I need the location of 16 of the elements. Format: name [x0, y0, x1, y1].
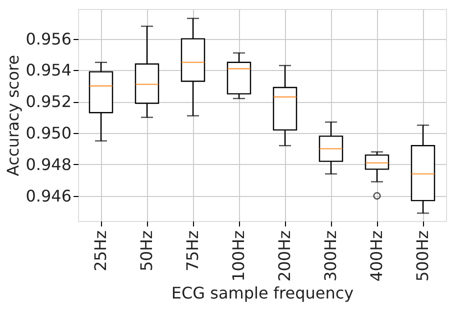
x-tick-label: 300Hz [321, 230, 340, 282]
x-tick-label: 500Hz [413, 230, 432, 282]
y-tick-label: 0.946 [26, 186, 72, 206]
x-tick-label: 100Hz [229, 230, 248, 282]
x-axis-title: ECG sample frequency [171, 283, 354, 302]
y-tick-label: 0.954 [26, 60, 72, 80]
x-tick-label: 75Hz [183, 230, 202, 272]
x-tick-label: 25Hz [91, 230, 110, 272]
x-tick-label: 50Hz [137, 230, 156, 272]
x-tick-label: 200Hz [275, 230, 294, 282]
y-tick-label: 0.956 [26, 29, 72, 48]
y-axis-title: Accuracy score [4, 54, 23, 176]
y-tick-label: 0.950 [26, 124, 72, 143]
y-tick-label: 0.948 [26, 154, 72, 174]
y-tick-label: 0.952 [26, 92, 72, 112]
x-tick-label: 400Hz [367, 230, 386, 282]
